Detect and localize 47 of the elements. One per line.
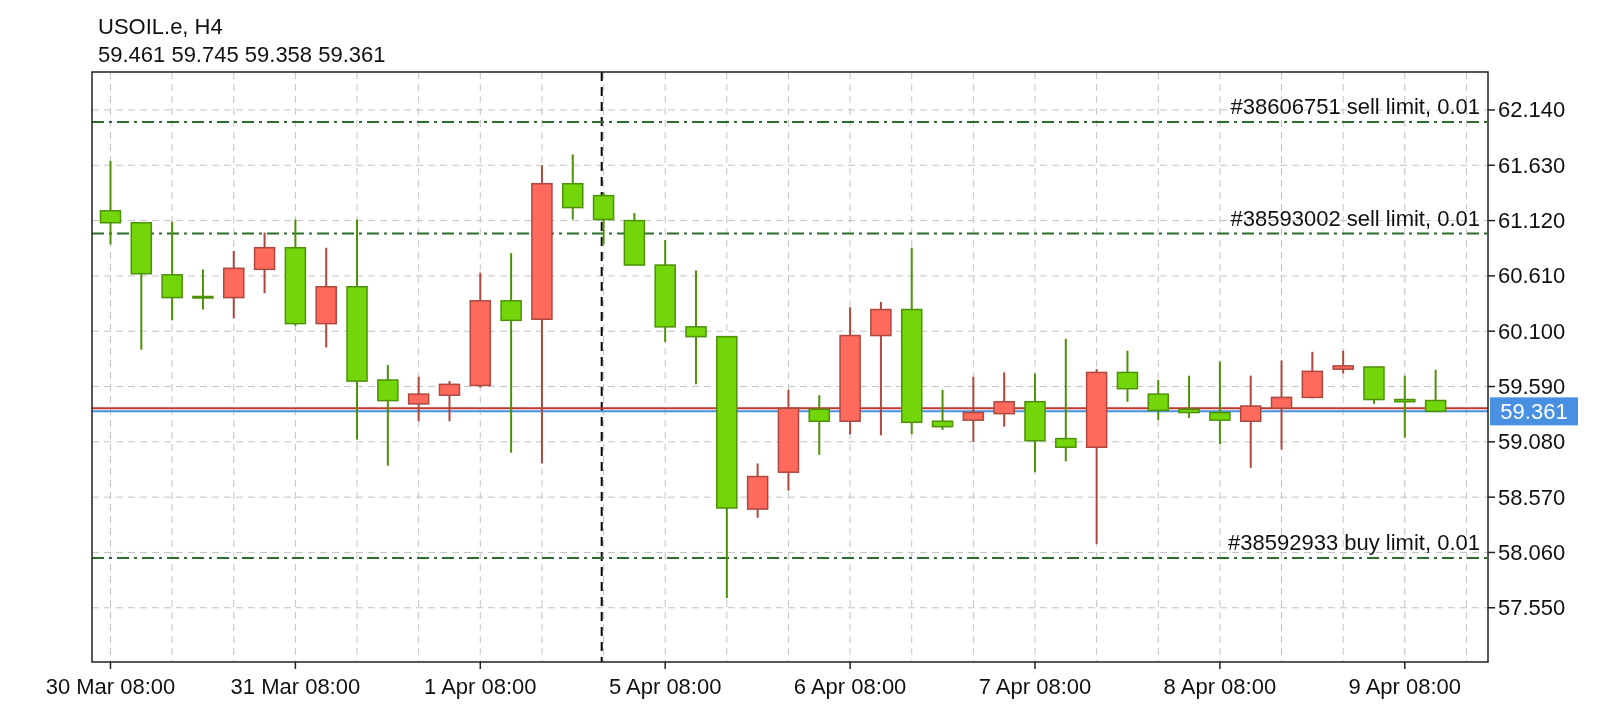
candlestick (561, 153, 584, 221)
x-tick-label: 30 Mar 08:00 (45, 674, 176, 699)
x-tick-label: 8 Apr 08:00 (1163, 674, 1277, 699)
ref-line-label: #38593002 sell limit, 0.01 (1230, 205, 1480, 231)
x-tick-label: 31 Mar 08:00 (230, 674, 361, 699)
candlestick (1332, 349, 1354, 375)
candlestick (161, 220, 183, 322)
candlestick (1055, 337, 1077, 463)
candlestick (962, 375, 985, 443)
candlestick (1209, 360, 1231, 445)
ref-line-label: 59.361 (1500, 398, 1568, 424)
ref-line-label: #38606751 sell limit, 0.01 (1230, 93, 1480, 119)
y-tick-label: 59.590 (1498, 374, 1566, 400)
candlestick (377, 363, 399, 467)
x-tick-label: 6 Apr 08:00 (793, 674, 907, 699)
candlestick (685, 269, 707, 386)
candlestick (1147, 379, 1170, 422)
candlestick (808, 394, 831, 456)
x-tick-label: 5 Apr 08:00 (608, 674, 722, 699)
candlestick (993, 371, 1015, 428)
candlestick (500, 252, 522, 454)
candlestick (1239, 374, 1262, 469)
x-tick-label: 7 Apr 08:00 (978, 674, 1092, 699)
y-tick-label: 59.080 (1498, 429, 1566, 455)
chart-title: USOIL.e, H4 (98, 14, 223, 39)
candlestick (1116, 349, 1139, 403)
y-tick-label: 60.610 (1498, 263, 1566, 289)
candlestick (438, 380, 461, 423)
candlestick (1424, 368, 1447, 413)
y-tick-label: 61.120 (1498, 208, 1566, 234)
text: 59.461 59.745 59.358 59.361 (98, 42, 386, 67)
candlestick (931, 388, 954, 431)
x-tick-label: 1 Apr 08:00 (424, 674, 537, 699)
candlestick (253, 231, 276, 295)
y-tick-label: 57.550 (1498, 595, 1566, 621)
candlestick (592, 191, 615, 246)
y-tick-label: 61.630 (1498, 152, 1566, 178)
x-tick-label: 9 Apr 08:00 (1348, 674, 1462, 699)
y-tick-label: 60.100 (1498, 318, 1566, 344)
candlestick (1270, 359, 1293, 451)
y-tick-label: 62.140 (1498, 97, 1566, 123)
candlestick (407, 375, 430, 423)
y-tick-label: 58.060 (1498, 539, 1566, 565)
ref-line-label: #38592933 buy limit, 0.01 (1228, 529, 1480, 555)
candlestick (192, 268, 214, 311)
y-tick-label: 58.570 (1498, 484, 1566, 510)
candlestick (99, 159, 122, 246)
